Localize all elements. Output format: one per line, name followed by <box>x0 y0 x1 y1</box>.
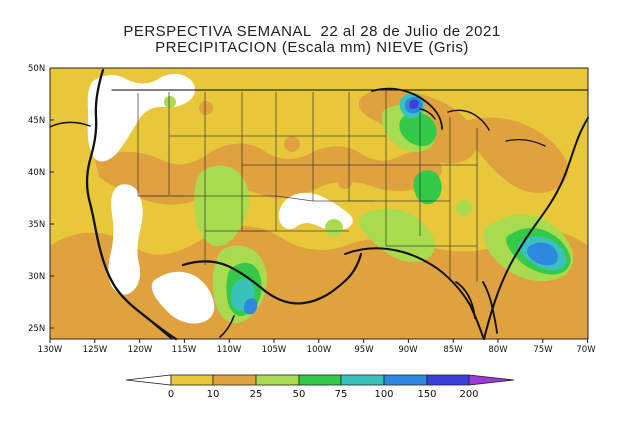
idaho-patch <box>199 101 213 115</box>
title-line-2: PRECIPITACION (Escala mm) NIEVE (Gris) <box>155 38 469 56</box>
lat-label: 25N <box>28 324 45 334</box>
great-lakes-darkblue <box>409 99 419 109</box>
map-outlines <box>49 68 589 341</box>
west-coastline <box>85 68 178 341</box>
baja-tip <box>152 322 173 340</box>
lat-labels: 50N 45N 40N 35N 30N 25N <box>28 64 45 334</box>
northwest-patch <box>164 96 176 108</box>
legend-bin-75-100 <box>340 374 385 386</box>
lon-label: 115W <box>172 345 197 355</box>
lat-label: 40N <box>28 168 45 178</box>
legend-tick-10: 10 <box>207 389 220 400</box>
legend-bin-0-10 <box>170 374 214 386</box>
legend-tick-50: 50 <box>293 389 306 400</box>
title-line-1: PERSPECTIVA SEMANAL 22 al 28 de Julio de… <box>123 23 501 40</box>
lon-label: 125W <box>83 345 108 355</box>
east-coastline <box>483 117 589 340</box>
legend-tick-100: 100 <box>374 389 393 400</box>
midwest-patch <box>338 175 352 189</box>
lon-label: 130W <box>38 345 63 355</box>
legend-tick-150: 150 <box>417 389 436 400</box>
atlantic-blue <box>527 242 558 266</box>
plains-patch <box>284 136 300 152</box>
mexico-blue <box>243 298 258 315</box>
lake-ontario <box>505 139 546 147</box>
lon-label: 80W <box>488 345 508 355</box>
legend-tick-0: 0 <box>168 389 174 400</box>
lon-label: 70W <box>576 345 596 355</box>
precip-heavy-zones <box>231 93 567 315</box>
legend-bin-100-150 <box>383 374 428 386</box>
northeast-orange <box>463 117 569 193</box>
legend-left-triangle <box>125 374 172 386</box>
legend-bin-25-50 <box>255 374 300 386</box>
florida-west-coast <box>455 281 476 319</box>
southeast-patch <box>456 200 472 216</box>
lower-mississippi-lightgreen <box>359 208 435 263</box>
legend-colorbar <box>125 374 515 386</box>
legend-tick-75: 75 <box>335 389 348 400</box>
lat-ticks <box>50 67 54 329</box>
state-line-12 <box>138 195 450 202</box>
white-regions <box>87 73 353 324</box>
lon-ticks <box>49 339 589 343</box>
florida-east-coast <box>482 281 498 334</box>
state-lines <box>137 91 478 282</box>
central-orange-band <box>95 143 442 205</box>
pacific-boundary <box>49 121 91 128</box>
lat-label: 30N <box>28 272 45 282</box>
northwest-white-region <box>87 73 196 162</box>
lon-label: 105W <box>262 345 287 355</box>
lake-huron-erie <box>447 109 490 131</box>
legend-bin-10-25 <box>212 374 257 386</box>
scattered-patches <box>164 96 472 237</box>
southwest-lightgreen <box>194 165 249 247</box>
lon-label: 90W <box>398 345 418 355</box>
lon-label: 100W <box>307 345 332 355</box>
lon-label: 85W <box>443 345 463 355</box>
lat-label: 35N <box>28 220 45 230</box>
mexico-white-region <box>151 271 215 324</box>
lon-label: 110W <box>217 345 242 355</box>
california-white-region <box>108 184 143 295</box>
ohio-valley-green <box>413 170 442 205</box>
legend-labels: 0 10 25 50 75 100 150 200 <box>168 389 479 400</box>
us-mexico-border <box>181 252 363 305</box>
legend-right-triangle <box>468 374 515 386</box>
texas-patch <box>325 219 343 237</box>
lon-label: 75W <box>533 345 553 355</box>
great-lakes-green <box>399 112 437 147</box>
lat-label: 50N <box>28 64 45 74</box>
great-lakes-outline <box>371 87 443 130</box>
lat-label: 45N <box>28 116 45 126</box>
lon-labels: 130W 125W 120W 115W 110W 105W 100W 95W 9… <box>38 345 597 355</box>
lake-michigan <box>419 108 436 120</box>
legend-bin-50-75 <box>298 374 342 386</box>
baja-gulf-coast <box>219 315 235 338</box>
legend-tick-25: 25 <box>250 389 263 400</box>
legend-bin-150-200 <box>426 374 470 386</box>
lon-label: 120W <box>128 345 153 355</box>
legend-tick-200: 200 <box>459 389 478 400</box>
lon-label: 95W <box>354 345 374 355</box>
map-title: PERSPECTIVA SEMANAL 22 al 28 de Julio de… <box>0 24 624 56</box>
